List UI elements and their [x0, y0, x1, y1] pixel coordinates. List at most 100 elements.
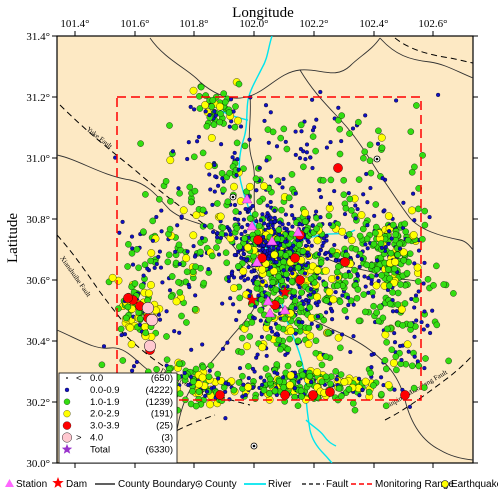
earthquake-point: [134, 359, 139, 365]
earthquake-point: [165, 251, 173, 259]
earthquake-point: [303, 243, 309, 248]
earthquake-icon: [441, 480, 449, 488]
earthquake-point: [147, 281, 155, 289]
earthquake-point: [262, 118, 267, 123]
earthquake-point: [315, 303, 320, 308]
earthquake-point: [328, 253, 333, 258]
county-boundary-northeast: [379, 37, 473, 79]
earthquake-point: [382, 402, 390, 410]
earthquake-point: [119, 357, 127, 364]
earthquake-point: [302, 119, 307, 124]
legend-blue-icon: [64, 387, 70, 393]
earthquake-point: [303, 271, 308, 276]
lat-tick-label: 30.2°: [26, 397, 50, 409]
earthquake-point: [357, 393, 362, 398]
dam-marker: [278, 285, 292, 298]
earthquake-point: [380, 176, 385, 181]
legend-red-icon: [62, 421, 72, 430]
x-axis-title: Longitude: [232, 5, 294, 21]
earthquake-point: [206, 267, 211, 272]
earthquake-point: [257, 165, 262, 171]
earthquake-point: [294, 402, 302, 409]
earthquake-point: [204, 162, 213, 170]
earthquake-point: [177, 330, 182, 335]
earthquake-point: [346, 195, 354, 203]
earthquake-point: [355, 254, 360, 259]
station-marker: [262, 295, 274, 306]
earthquake-point: [325, 256, 330, 261]
legend-count: (1239): [146, 397, 173, 408]
earthquake-point: [304, 142, 310, 147]
earthquake-point-large: [333, 163, 343, 173]
earthquake-point: [340, 177, 347, 184]
earthquake-point: [332, 242, 337, 248]
earthquake-point: [399, 357, 404, 363]
earthquake-point: [246, 333, 253, 340]
earthquake-point: [225, 109, 233, 116]
earthquake-point: [321, 266, 330, 275]
earthquake-point: [363, 284, 368, 289]
earthquake-point: [401, 200, 406, 205]
earthquake-point: [410, 384, 418, 392]
earthquake-point: [272, 208, 277, 213]
earthquake-point: [191, 153, 198, 161]
earthquake-point: [411, 191, 416, 196]
dam-legend-label: Dam: [66, 479, 87, 490]
earthquake-point: [219, 224, 227, 232]
station-marker: [264, 307, 276, 318]
earthquake-point: [310, 128, 316, 133]
earthquake-point: [269, 279, 276, 286]
earthquake-point: [433, 262, 440, 270]
earthquake-point: [255, 352, 260, 357]
earthquake-point: [227, 228, 232, 233]
earthquake-point: [238, 275, 244, 280]
earthquake-point: [333, 252, 341, 259]
earthquake-point: [333, 268, 341, 276]
earthquake-point: [445, 357, 452, 365]
earthquake-point: [419, 235, 426, 243]
legend-range: 1.0-1.9: [90, 397, 120, 408]
earthquake-point: [280, 384, 287, 391]
earthquake-point: [350, 400, 357, 407]
earthquake-point: [299, 129, 304, 134]
earthquake-point: [211, 385, 217, 390]
legend-count: (650): [151, 373, 173, 384]
latitude-ticks: 31.4° 31.2° 31.0° 30.8° 30.6° 30.4° 30.2° 30.0°: [26, 31, 478, 470]
earthquake-point: [185, 156, 190, 162]
earthquake-point: [217, 110, 224, 118]
earthquake-point: [340, 293, 345, 298]
earthquake-point: [98, 361, 106, 369]
earthquake-point: [324, 310, 329, 315]
earthquake-point: [412, 305, 417, 310]
earthquake-point: [419, 152, 426, 159]
station-marker: [266, 235, 278, 246]
earthquake-point: [297, 387, 305, 395]
earthquake-point: [235, 379, 243, 386]
earthquake-point: [289, 204, 294, 209]
earthquake-point: [351, 406, 359, 414]
earthquake-point: [266, 140, 271, 145]
earthquake-point: [224, 198, 232, 205]
earthquake-point: [338, 227, 347, 236]
earthquake-point: [365, 223, 370, 228]
earthquake-point: [189, 231, 198, 240]
lon-tick-label: 102.2°: [299, 18, 328, 30]
earthquake-point-large: [340, 257, 350, 267]
earthquake-point: [213, 113, 218, 118]
earthquake-point: [309, 243, 314, 248]
earthquake-point: [117, 325, 125, 333]
earthquake-point: [142, 191, 149, 198]
earthquake-point: [175, 278, 182, 286]
earthquake-point: [294, 264, 302, 271]
earthquake-point: [275, 336, 283, 344]
earthquake-point-major: [143, 339, 157, 353]
earthquake-point: [297, 121, 305, 129]
earthquake-point: [357, 264, 362, 269]
magnitude-legend: <0.0 (650) 0.0-0.9 (4222) 1.0-1.9 (1239) 2.0-2…: [58, 372, 178, 464]
earthquake-point: [366, 157, 374, 164]
legend-range: 3.0-3.9: [90, 421, 120, 432]
earthquake-point: [115, 305, 122, 312]
legend-green-icon: [63, 398, 71, 405]
earthquake-point: [294, 337, 302, 345]
earthquake-point: [206, 400, 214, 409]
